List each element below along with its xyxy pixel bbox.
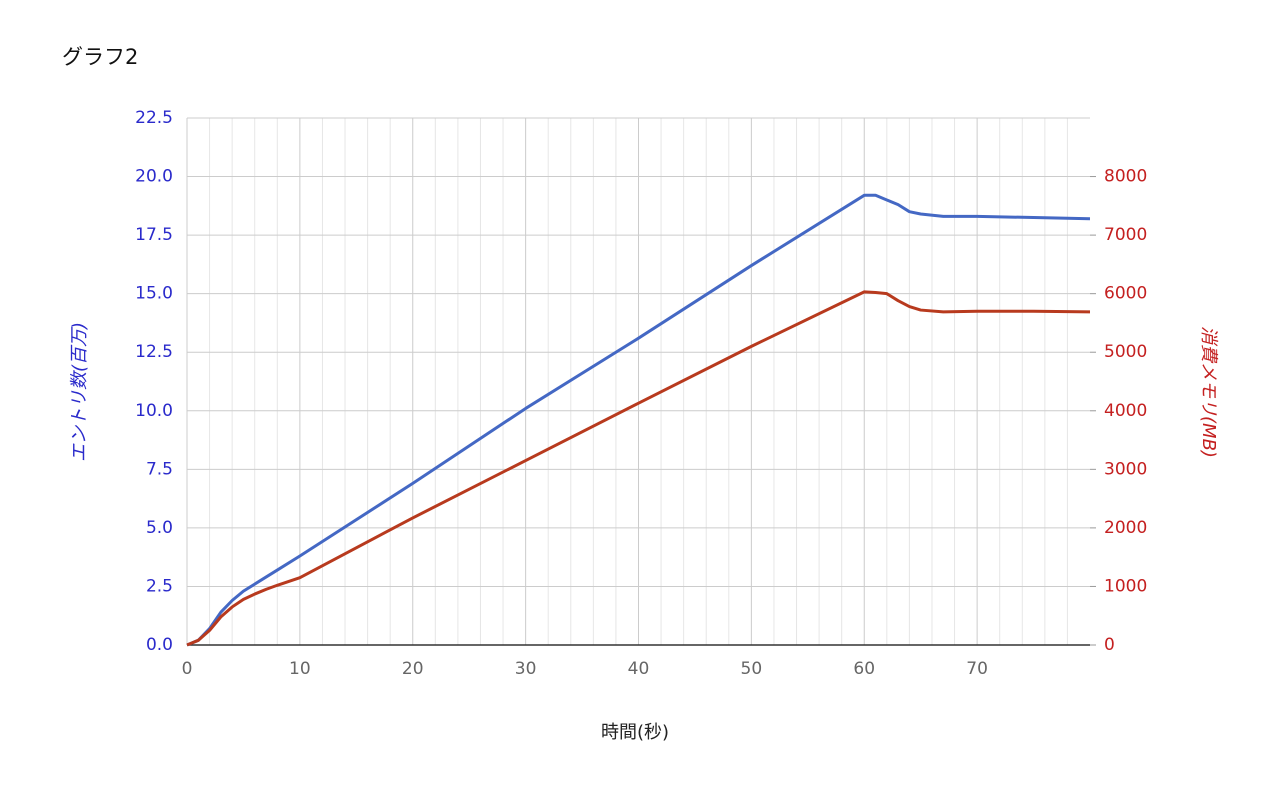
y-tick-label: 22.5: [135, 108, 173, 128]
x-tick-label: 70: [966, 659, 988, 679]
y-tick-label: 20.0: [135, 167, 173, 187]
y-tick-label: 15.0: [135, 284, 173, 304]
y-tick-label: 10.0: [135, 401, 173, 421]
x-tick-label: 60: [853, 659, 875, 679]
y-tick-label: 0.0: [146, 635, 173, 655]
y2-tick-label: 4000: [1104, 401, 1147, 421]
x-tick-label: 50: [741, 659, 763, 679]
x-tick-label: 10: [289, 659, 311, 679]
y-axis-title: エントリ数(百万): [69, 322, 90, 462]
y2-axis-title: 消費メモリ(MB): [1198, 326, 1219, 458]
y2-tick-label: 7000: [1104, 225, 1147, 245]
chart-title: グラフ2: [62, 45, 138, 69]
y2-tick-label: 3000: [1104, 459, 1147, 479]
y2-tick-label: 2000: [1104, 518, 1147, 538]
y2-tick-label: 5000: [1104, 342, 1147, 362]
y2-tick-label: 0: [1104, 635, 1115, 655]
series-line: [186, 193, 1091, 647]
y-tick-label: 7.5: [146, 459, 173, 479]
y-tick-label: 2.5: [146, 576, 173, 596]
y-tick-label: 5.0: [146, 518, 173, 538]
y-tick-label: 12.5: [135, 342, 173, 362]
y2-tick-label: 1000: [1104, 576, 1147, 596]
series-line: [186, 290, 1091, 647]
x-axis-title: 時間(秒): [601, 722, 669, 743]
x-tick-label: 20: [402, 659, 424, 679]
x-tick-label: 40: [628, 659, 650, 679]
y-tick-label: 17.5: [135, 225, 173, 245]
y2-tick-label: 8000: [1104, 167, 1147, 187]
x-tick-label: 0: [182, 659, 193, 679]
x-tick-label: 30: [515, 659, 537, 679]
y2-tick-label: 6000: [1104, 284, 1147, 304]
